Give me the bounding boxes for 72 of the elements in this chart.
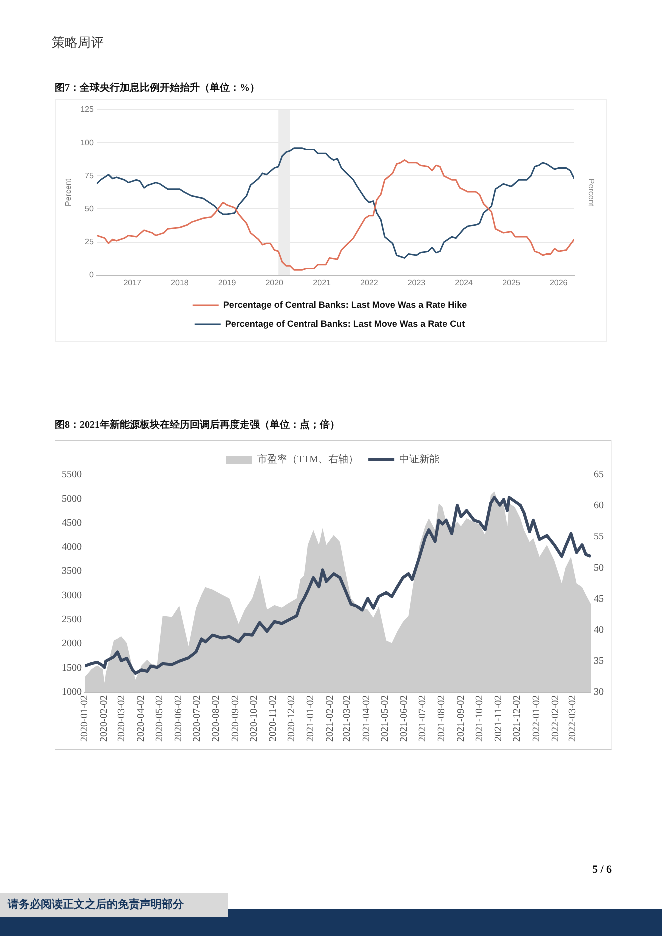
legend-label: Percentage of Central Banks: Last Move Was a Rate Hike <box>223 300 468 310</box>
x-tick-label: 2021-08-02 <box>436 695 448 742</box>
x-tick-label: 2018 <box>171 278 190 288</box>
y-tick-label: 1000 <box>62 686 82 698</box>
x-tick-label: 2026 <box>550 278 568 288</box>
y-tick-label: 5000 <box>62 494 82 505</box>
y-tick-label: 75 <box>85 171 94 180</box>
text: 策略周评 <box>52 34 104 52</box>
x-tick-label: 2020 <box>266 278 284 288</box>
y2-tick-label: 50 <box>594 562 604 574</box>
x-tick-label: 2020-01-02 <box>80 695 91 742</box>
x-tick-label: 2021-05-02 <box>380 695 391 742</box>
legend-label: 中证新能 <box>400 454 440 466</box>
chart-title: 图8：2021年新能源板块在经历回调后再度走强（单位：点；倍） <box>55 418 340 432</box>
y-tick-label: 4000 <box>62 542 82 554</box>
y-axis-title: Percent <box>64 178 74 206</box>
y-tick-label: 3000 <box>62 590 82 602</box>
x-tick-label: 2025 <box>502 278 521 288</box>
chart-title: 图7：全球央行加息比例开始抬升（单位：%） <box>55 82 260 95</box>
x-tick-label: 2020-05-02 <box>154 695 166 742</box>
x-tick-label: 2022 <box>360 278 379 288</box>
legend-label: Percentage of Central Banks: Last Move Was a Rate Cut <box>225 318 466 329</box>
x-tick-label: 2020-02-02 <box>98 695 110 742</box>
y2-tick-label: 65 <box>594 470 604 481</box>
x-tick-label: 2021-03-02 <box>342 695 354 742</box>
x-tick-label: 2020-08-02 <box>211 695 222 742</box>
legend-label: 市盈率（TTM、右轴） <box>257 454 359 466</box>
x-tick-label: 2021 <box>313 278 332 288</box>
x-tick-label: 2022-03-02 <box>568 695 579 742</box>
x-tick-label: 2020-04-02 <box>136 695 147 742</box>
x-tick-label: 2020-11-02 <box>268 695 280 742</box>
x-tick-label: 2020-09-02 <box>230 695 242 742</box>
x-tick-label: 2020-03-02 <box>116 695 128 742</box>
y2-tick-label: 30 <box>594 686 604 698</box>
x-tick-label: 2020-07-02 <box>192 695 204 742</box>
y-tick-label: 25 <box>85 238 94 247</box>
x-tick-label: 2017 <box>124 278 142 288</box>
y2-axis-title: Percent <box>586 178 596 208</box>
x-tick-label: 2024 <box>455 278 474 288</box>
x-tick-label: 2020-12-02 <box>286 695 298 742</box>
x-tick-label: 2020-06-02 <box>174 695 185 742</box>
x-tick-label: 2019 <box>218 278 237 288</box>
x-tick-label: 2021-09-02 <box>456 695 467 742</box>
x-tick-label: 2021-02-02 <box>324 695 336 742</box>
y2-tick-label: 35 <box>594 656 604 667</box>
y-tick-label: 4500 <box>62 518 82 529</box>
x-tick-label: 2021-07-02 <box>418 695 429 742</box>
x-tick-label: 2021-04-02 <box>361 695 372 742</box>
y-tick-label: 3500 <box>62 566 82 578</box>
text: 请务必阅读正文之后的免责声明部分 <box>0 893 228 917</box>
y-tick-label: 100 <box>80 138 94 148</box>
text: 5 / 6 <box>592 864 612 876</box>
x-tick-label: 2021-06-02 <box>399 695 410 742</box>
y-tick-label: 5500 <box>62 470 82 481</box>
x-tick-label: 2022-01-02 <box>531 695 542 742</box>
x-tick-label: 2020-10-02 <box>248 695 260 742</box>
y2-tick-label: 60 <box>594 500 604 512</box>
y-tick-label: 2000 <box>62 638 82 650</box>
x-tick-label: 2021-10-02 <box>474 695 486 742</box>
y-tick-label: 0 <box>89 270 94 280</box>
x-tick-label: 2021-11-02 <box>494 695 505 742</box>
x-tick-label: 2021-01-02 <box>306 695 317 742</box>
y-tick-label: 125 <box>80 105 94 114</box>
y2-tick-label: 45 <box>594 594 604 605</box>
y2-tick-label: 40 <box>594 624 604 636</box>
x-tick-label: 2023 <box>408 278 426 288</box>
y2-tick-label: 55 <box>594 532 604 543</box>
y-tick-label: 1500 <box>62 662 82 674</box>
y-tick-label: 50 <box>85 204 94 214</box>
y-tick-label: 2500 <box>62 614 82 626</box>
x-tick-label: 2021-12-02 <box>512 695 524 742</box>
x-tick-label: 2022-02-02 <box>550 695 562 742</box>
